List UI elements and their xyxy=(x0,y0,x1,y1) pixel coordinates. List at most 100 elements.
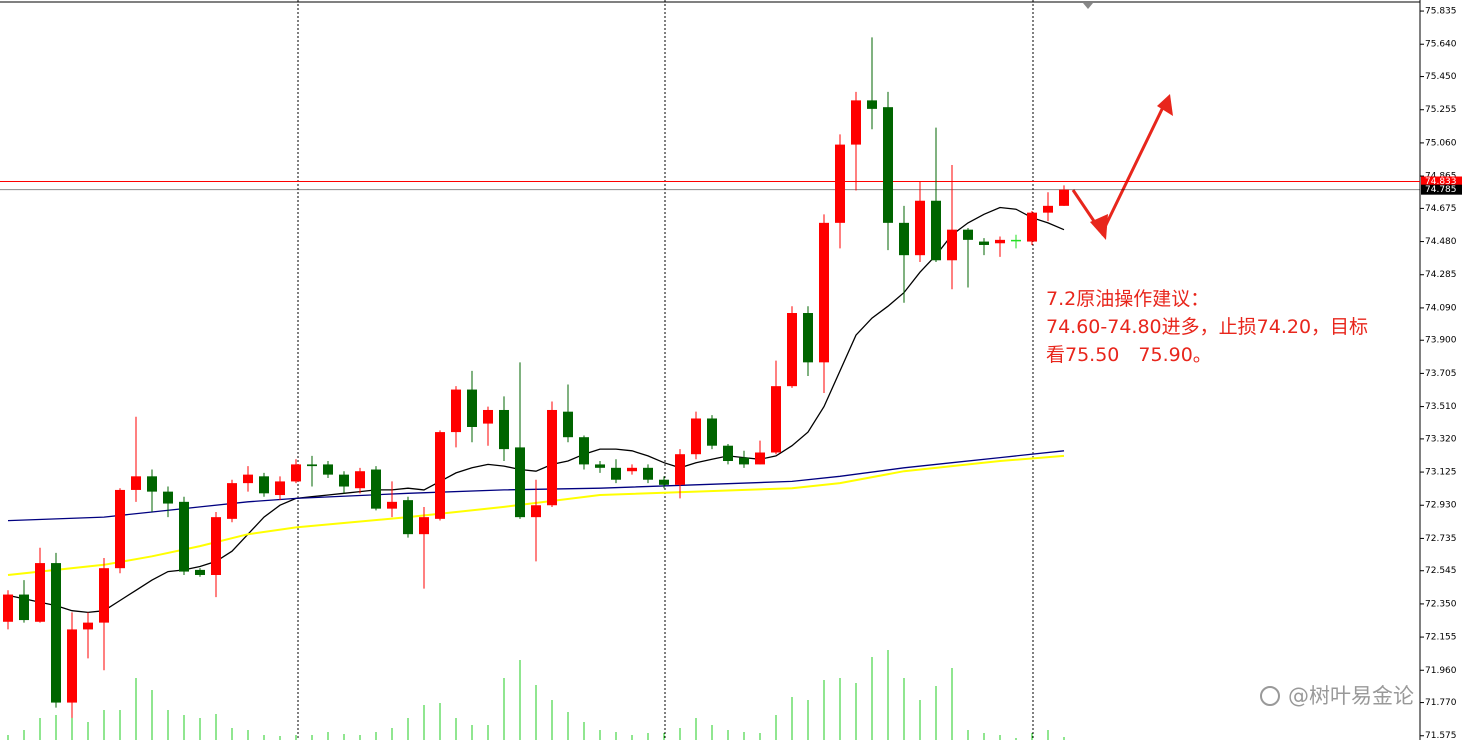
candle-body xyxy=(1059,189,1069,206)
y-tick-label: 74.090 xyxy=(1425,303,1457,313)
price-tag-label: 74.833 xyxy=(1425,177,1457,187)
candle-body xyxy=(211,517,221,575)
candle-body xyxy=(115,489,125,569)
candles xyxy=(3,37,1069,718)
candle-body xyxy=(147,476,157,492)
candle-body xyxy=(611,467,621,480)
candle-body xyxy=(419,517,429,535)
candle-body xyxy=(243,474,253,484)
y-tick-label: 71.770 xyxy=(1425,698,1457,708)
candle-body xyxy=(499,409,509,450)
candle-body xyxy=(323,464,333,475)
candle-body xyxy=(595,464,605,468)
candle-body xyxy=(51,563,61,703)
price-tag xyxy=(1421,176,1462,187)
plot-area xyxy=(297,0,1034,740)
candle-body xyxy=(963,229,973,240)
candle-body xyxy=(883,107,893,223)
price-axis-bg xyxy=(1420,0,1462,740)
watermark-icon xyxy=(1260,686,1280,706)
y-tick-label: 74.285 xyxy=(1425,270,1457,280)
annotation-line: 看75.50 75.90。 xyxy=(1046,344,1212,366)
candle-body xyxy=(35,563,45,622)
y-tick-label: 74.675 xyxy=(1425,204,1457,214)
y-tick-label: 72.545 xyxy=(1425,566,1457,576)
y-tick-label: 73.125 xyxy=(1425,468,1457,478)
candle-body xyxy=(691,418,701,455)
candle-body xyxy=(227,483,237,519)
arrow-head xyxy=(1090,214,1108,240)
candle-body xyxy=(979,241,989,245)
candle-body xyxy=(723,445,733,462)
candle-body xyxy=(547,409,557,506)
y-tick-label: 72.735 xyxy=(1425,534,1457,544)
price-axis: 75.83575.64075.45075.25575.06074.86574.6… xyxy=(1420,0,1462,740)
candle-body xyxy=(835,144,845,223)
y-tick-label: 74.480 xyxy=(1425,237,1457,247)
candle-body xyxy=(275,481,285,496)
candle-body xyxy=(931,200,941,261)
candle-body xyxy=(675,454,685,485)
candle-body xyxy=(995,239,1005,244)
price-tag xyxy=(1421,184,1462,195)
y-tick-label: 75.835 xyxy=(1425,7,1457,17)
watermark-text: @树叶易金论 xyxy=(1288,684,1414,708)
candle-body xyxy=(627,467,637,472)
candle-body xyxy=(131,476,141,490)
candle-body xyxy=(771,386,781,453)
y-tick-label: 71.960 xyxy=(1425,666,1457,676)
candle-body xyxy=(67,629,77,703)
candle-body xyxy=(451,389,461,433)
candle-body xyxy=(515,447,525,518)
candle-body xyxy=(99,568,109,623)
candle-body xyxy=(259,476,269,494)
y-tick-label: 71.575 xyxy=(1425,731,1457,740)
candle-body xyxy=(787,313,797,387)
y-tick-label: 73.320 xyxy=(1425,434,1457,444)
candle-body xyxy=(851,100,861,145)
candle-body xyxy=(467,389,477,427)
y-tick-label: 75.640 xyxy=(1425,40,1457,50)
candle-body xyxy=(19,594,29,621)
candle-body xyxy=(819,222,829,363)
candle-body xyxy=(531,505,541,518)
candle-body xyxy=(179,501,189,572)
candle-body xyxy=(403,500,413,535)
candle-body xyxy=(867,100,877,109)
candle-body xyxy=(899,222,909,256)
y-tick-label: 73.510 xyxy=(1425,402,1457,412)
candle-body xyxy=(755,452,765,465)
y-tick-label: 75.450 xyxy=(1425,72,1457,82)
annotation-line: 7.2原油操作建议： xyxy=(1046,288,1209,310)
candle-body xyxy=(739,457,749,465)
annotation-line: 74.60-74.80进多，止损74.20，目标 xyxy=(1046,316,1368,338)
y-tick-label: 72.930 xyxy=(1425,501,1457,511)
candle-body xyxy=(195,569,205,575)
candle-body xyxy=(579,437,589,465)
candle-body xyxy=(339,474,349,487)
price-tag-label: 74.785 xyxy=(1425,185,1457,195)
candle-body xyxy=(83,622,93,630)
candle-body xyxy=(483,409,493,424)
candle-body xyxy=(307,464,317,467)
candle-body xyxy=(3,594,13,622)
arrow-head xyxy=(1157,94,1173,116)
candle-body xyxy=(291,464,301,482)
candle-body xyxy=(915,200,925,256)
candle-body xyxy=(387,501,397,509)
candle-body xyxy=(643,467,653,480)
y-tick-label: 75.255 xyxy=(1425,105,1457,115)
annotation: 7.2原油操作建议： 74.60-74.80进多，止损74.20，目标看75.50… xyxy=(1046,288,1368,366)
candle-body xyxy=(163,491,173,504)
y-tick-label: 73.705 xyxy=(1425,369,1457,379)
candle-body xyxy=(355,471,365,489)
candle-body xyxy=(371,469,381,509)
shift-marker xyxy=(1083,3,1093,9)
candle-body xyxy=(803,313,813,363)
trade-arrow xyxy=(1071,94,1173,240)
candle-body xyxy=(1027,212,1037,242)
candle-body xyxy=(659,479,669,485)
y-tick-label: 72.155 xyxy=(1425,633,1457,643)
